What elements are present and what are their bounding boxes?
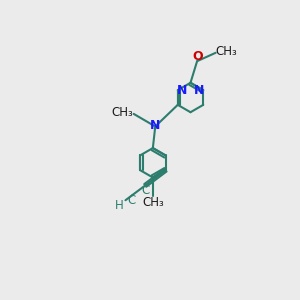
Text: N: N (149, 119, 160, 132)
Text: C: C (141, 184, 149, 197)
Text: N: N (194, 84, 205, 97)
Text: CH₃: CH₃ (215, 45, 237, 58)
Text: O: O (192, 50, 203, 63)
Text: H: H (115, 200, 124, 212)
Text: CH₃: CH₃ (142, 196, 164, 209)
Text: C: C (128, 194, 136, 207)
Text: CH₃: CH₃ (111, 106, 133, 119)
Text: N: N (176, 84, 187, 97)
